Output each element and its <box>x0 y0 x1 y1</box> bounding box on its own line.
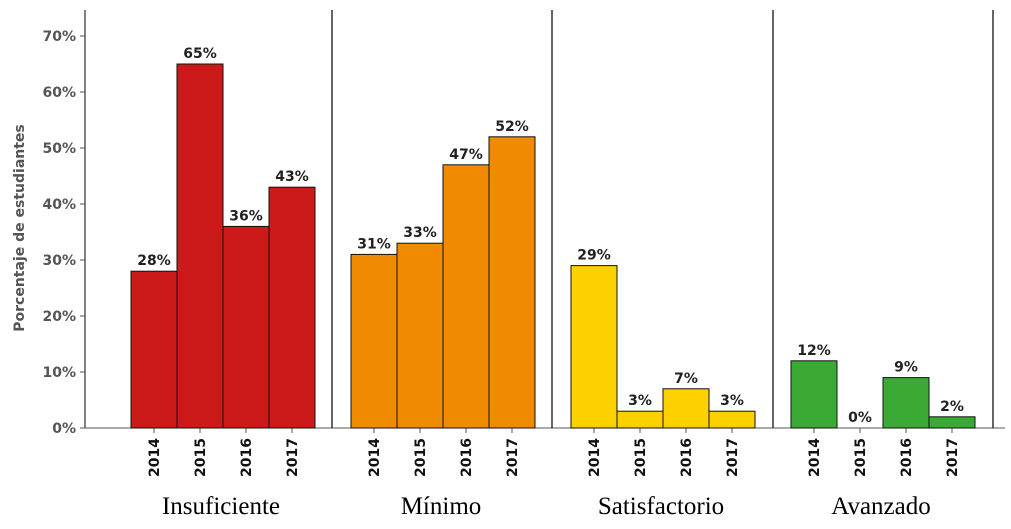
group-label: Mínimo <box>401 493 482 520</box>
x-tick-label: 2015 <box>193 438 209 477</box>
bar-value-label: 31% <box>357 236 391 252</box>
x-tick-label: 2017 <box>285 438 301 477</box>
bar <box>442 164 490 429</box>
bar-value-label: 28% <box>137 253 171 269</box>
bar <box>222 225 270 429</box>
x-tick-label: 2014 <box>587 438 603 477</box>
y-tick-label: 70% <box>42 29 76 45</box>
y-tick-label: 0% <box>52 421 76 437</box>
x-tick-label: 2016 <box>239 438 255 477</box>
bar-value-label: 47% <box>449 147 483 163</box>
group-label: Satisfactorio <box>598 493 724 520</box>
x-tick-label: 2016 <box>679 438 695 477</box>
x-tick-label: 2017 <box>725 438 741 477</box>
bar <box>268 186 316 429</box>
bar-value-label: 3% <box>720 393 744 409</box>
x-tick-label: 2017 <box>505 438 521 477</box>
x-tick-label: 2015 <box>413 438 429 477</box>
bar-value-label: 3% <box>628 393 652 409</box>
bar <box>928 416 976 429</box>
x-tick-label: 2014 <box>807 438 823 477</box>
group-label: Insuficiente <box>162 493 280 520</box>
bar-layer <box>130 63 976 429</box>
x-tick-label: 2014 <box>147 438 163 477</box>
group-label: Avanzado <box>831 493 931 520</box>
bar <box>616 410 664 429</box>
bar <box>662 388 710 429</box>
bar-value-label: 52% <box>495 119 529 135</box>
bar-value-label: 9% <box>894 360 918 376</box>
x-tick-label: 2016 <box>899 438 915 477</box>
bar-value-label: 43% <box>275 169 309 185</box>
bar <box>882 377 930 429</box>
bar-value-label: 12% <box>797 343 831 359</box>
x-tick-label: 2015 <box>853 438 869 477</box>
bar-value-label: 65% <box>183 46 217 62</box>
bar <box>790 360 838 429</box>
y-tick-label: 30% <box>42 253 76 269</box>
y-tick-label: 10% <box>42 365 76 381</box>
bar-value-label: 36% <box>229 208 263 224</box>
label-layer: 28% 2014 65% 2015 36% 2016 43% 2017 Insuficiente… <box>137 46 964 520</box>
bar-value-label: 0% <box>848 410 872 426</box>
y-tick-label: 40% <box>42 197 76 213</box>
bar-value-label: 33% <box>403 225 437 241</box>
x-tick-label: 2015 <box>633 438 649 477</box>
y-axis-label: Porcentaje de estudiantes <box>12 124 28 331</box>
bar-value-label: 7% <box>674 371 698 387</box>
bar-value-label: 2% <box>940 399 964 415</box>
y-tick-label: 50% <box>42 141 76 157</box>
bar <box>488 136 536 429</box>
x-tick-label: 2017 <box>945 438 961 477</box>
x-tick-label: 2014 <box>367 438 383 477</box>
y-tick-label: 60% <box>42 85 76 101</box>
bar-value-label: 29% <box>577 248 611 264</box>
bar <box>130 270 178 429</box>
bar <box>176 63 224 429</box>
bar <box>396 242 444 429</box>
y-tick-label: 20% <box>42 309 76 325</box>
x-tick-label: 2016 <box>459 438 475 477</box>
bar <box>708 410 756 429</box>
bar <box>350 253 398 429</box>
bar <box>570 265 618 429</box>
